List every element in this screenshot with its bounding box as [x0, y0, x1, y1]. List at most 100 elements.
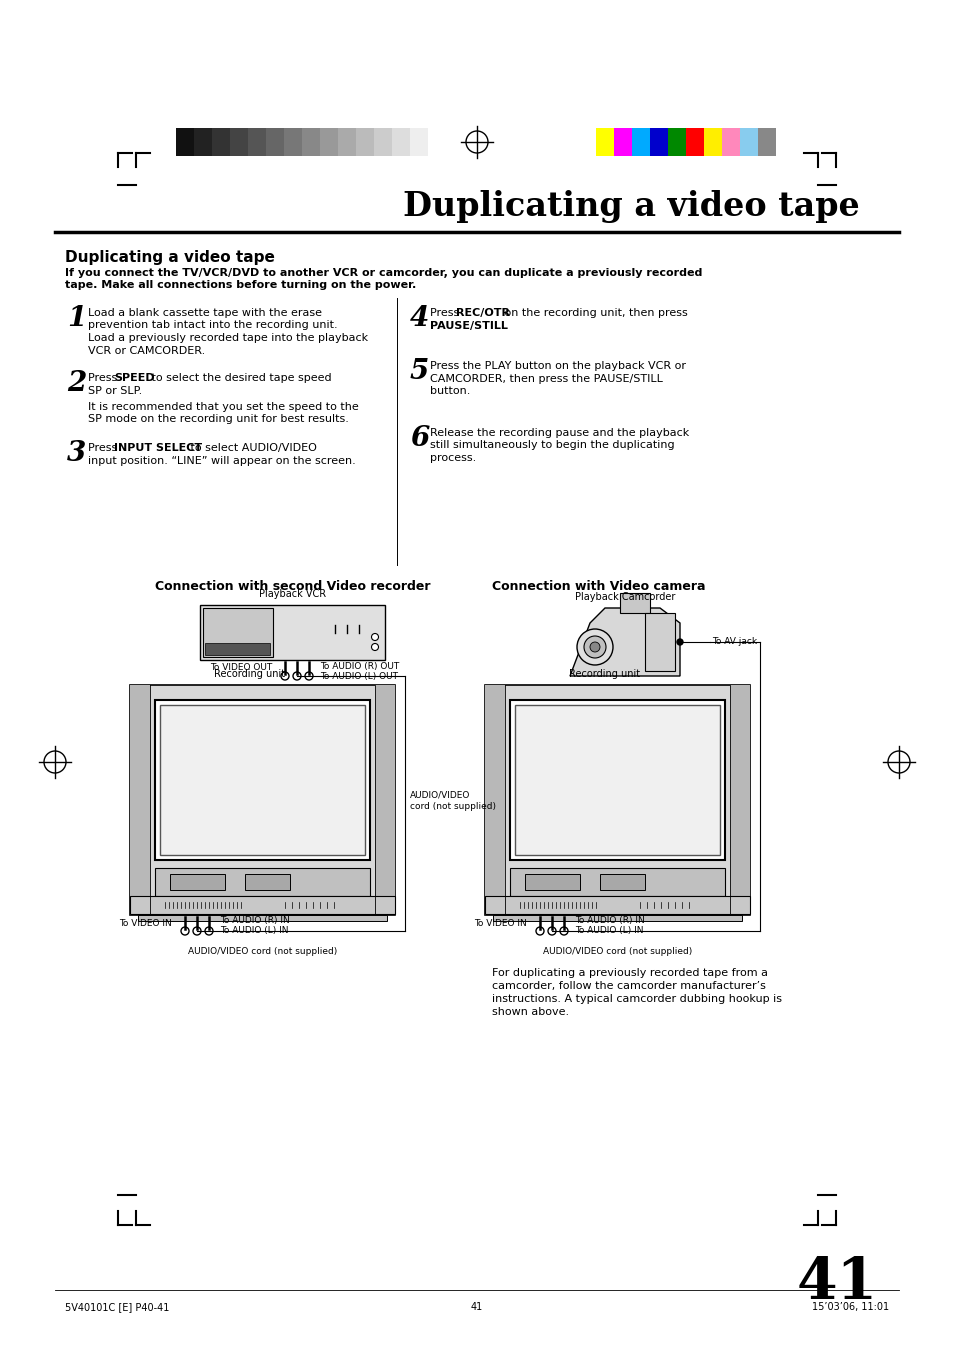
Text: VCR or CAMCORDER.: VCR or CAMCORDER. — [88, 346, 205, 355]
Bar — [596, 128, 614, 155]
Circle shape — [205, 927, 213, 935]
Text: To AUDIO (L) IN: To AUDIO (L) IN — [220, 927, 288, 935]
Bar — [284, 128, 302, 155]
Bar — [392, 128, 410, 155]
Circle shape — [589, 642, 599, 653]
Text: shown above.: shown above. — [492, 1006, 569, 1017]
Bar — [703, 128, 721, 155]
Circle shape — [181, 927, 189, 935]
Bar — [230, 128, 248, 155]
Bar — [428, 128, 446, 155]
Text: Load a blank cassette tape with the erase: Load a blank cassette tape with the eras… — [88, 308, 322, 317]
Text: If you connect the TV/VCR/DVD to another VCR or camcorder, you can duplicate a p: If you connect the TV/VCR/DVD to another… — [65, 267, 701, 278]
Bar — [193, 128, 212, 155]
Text: still simultaneously to begin the duplicating: still simultaneously to begin the duplic… — [430, 440, 674, 450]
Bar — [203, 608, 273, 657]
Bar — [649, 128, 667, 155]
Circle shape — [193, 927, 201, 935]
Text: 15’03’06, 11:01: 15’03’06, 11:01 — [811, 1302, 888, 1312]
Bar — [375, 685, 395, 915]
Text: camcorder, follow the camcorder manufacturer’s: camcorder, follow the camcorder manufact… — [492, 981, 765, 992]
Circle shape — [293, 671, 301, 680]
Text: 2: 2 — [67, 370, 86, 397]
Text: SP or SLP.: SP or SLP. — [88, 385, 142, 396]
Bar — [154, 700, 370, 861]
Text: tape. Make all connections before turning on the power.: tape. Make all connections before turnin… — [65, 280, 416, 290]
Bar — [510, 700, 724, 861]
Text: To AUDIO (L) IN: To AUDIO (L) IN — [575, 927, 643, 935]
Text: To AUDIO (R) OUT: To AUDIO (R) OUT — [319, 662, 399, 670]
Text: SP mode on the recording unit for best results.: SP mode on the recording unit for best r… — [88, 415, 349, 424]
Circle shape — [371, 634, 378, 640]
Bar — [154, 867, 370, 896]
Bar — [721, 128, 740, 155]
Circle shape — [559, 927, 567, 935]
Text: REC/OTR: REC/OTR — [456, 308, 510, 317]
Text: CAMCORDER, then press the PAUSE/STILL: CAMCORDER, then press the PAUSE/STILL — [430, 373, 662, 384]
Bar — [758, 128, 775, 155]
Bar — [205, 643, 270, 655]
Text: Press: Press — [88, 373, 121, 382]
Bar — [631, 128, 649, 155]
Text: on the recording unit, then press: on the recording unit, then press — [500, 308, 687, 317]
Bar — [740, 128, 758, 155]
Bar — [355, 128, 374, 155]
Text: Duplicating a video tape: Duplicating a video tape — [403, 190, 859, 223]
Text: To VIDEO OUT: To VIDEO OUT — [210, 663, 272, 673]
Bar — [484, 685, 504, 915]
Text: To AUDIO (L) OUT: To AUDIO (L) OUT — [319, 671, 397, 681]
Text: to select the desired tape speed: to select the desired tape speed — [148, 373, 332, 382]
Text: Duplicating a video tape: Duplicating a video tape — [65, 250, 274, 265]
Bar — [685, 128, 703, 155]
Bar — [337, 128, 355, 155]
Text: Connection with Video camera: Connection with Video camera — [492, 580, 705, 593]
Text: Load a previously recorded tape into the playback: Load a previously recorded tape into the… — [88, 332, 368, 343]
Text: Connection with second Video recorder: Connection with second Video recorder — [154, 580, 430, 593]
Bar — [599, 874, 644, 890]
Bar — [619, 593, 649, 613]
Bar — [170, 874, 225, 890]
Bar — [644, 613, 675, 671]
Text: SPEED: SPEED — [113, 373, 154, 382]
Bar — [200, 605, 385, 661]
Bar — [374, 128, 392, 155]
Circle shape — [281, 671, 289, 680]
Text: 5V40101C [E] P40-41: 5V40101C [E] P40-41 — [65, 1302, 170, 1312]
Text: Recording unit: Recording unit — [213, 669, 285, 680]
Text: To AUDIO (R) IN: To AUDIO (R) IN — [575, 916, 644, 925]
Text: Press: Press — [430, 308, 462, 317]
Text: 41: 41 — [471, 1302, 482, 1312]
Text: 3: 3 — [67, 440, 86, 467]
Bar — [160, 705, 365, 855]
Bar — [138, 915, 387, 921]
Bar — [515, 705, 720, 855]
Bar — [614, 128, 631, 155]
Circle shape — [577, 630, 613, 665]
Text: INPUT SELECT: INPUT SELECT — [113, 443, 202, 453]
Bar — [130, 896, 395, 915]
Text: input position. “LINE” will appear on the screen.: input position. “LINE” will appear on th… — [88, 455, 355, 466]
Bar — [302, 128, 319, 155]
Text: To VIDEO IN: To VIDEO IN — [119, 919, 172, 928]
Text: cord (not supplied): cord (not supplied) — [410, 802, 496, 811]
Bar — [493, 915, 741, 921]
Text: 4: 4 — [410, 305, 429, 332]
Bar — [245, 874, 290, 890]
Text: Playback VCR: Playback VCR — [258, 589, 326, 598]
Bar — [510, 867, 724, 896]
Circle shape — [371, 643, 378, 650]
Bar — [130, 685, 150, 915]
Bar — [266, 128, 284, 155]
Bar — [484, 896, 749, 915]
Circle shape — [536, 927, 543, 935]
Bar — [248, 128, 266, 155]
Text: 1: 1 — [67, 305, 86, 332]
Text: .: . — [494, 320, 497, 331]
Bar — [484, 685, 749, 915]
Text: Press the PLAY button on the playback VCR or: Press the PLAY button on the playback VC… — [430, 361, 685, 372]
Circle shape — [547, 927, 556, 935]
Polygon shape — [569, 608, 679, 676]
Bar — [212, 128, 230, 155]
Text: AUDIO/VIDEO cord (not supplied): AUDIO/VIDEO cord (not supplied) — [188, 947, 336, 957]
Text: Playback Camcorder: Playback Camcorder — [575, 592, 675, 603]
